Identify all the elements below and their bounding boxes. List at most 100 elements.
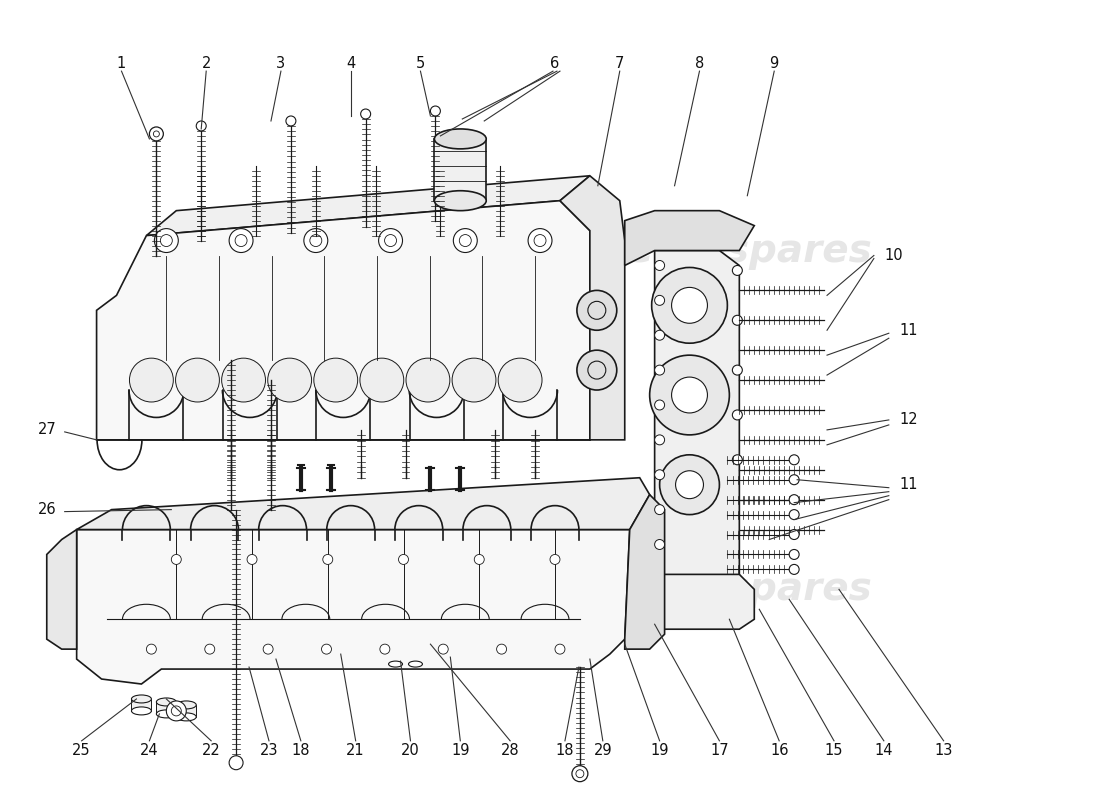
- Circle shape: [498, 358, 542, 402]
- Circle shape: [576, 350, 617, 390]
- Text: 16: 16: [770, 743, 789, 758]
- Text: 3: 3: [276, 56, 286, 70]
- Polygon shape: [77, 530, 629, 684]
- Circle shape: [789, 550, 799, 559]
- Circle shape: [196, 121, 206, 131]
- Circle shape: [322, 554, 333, 565]
- Text: 4: 4: [346, 56, 355, 70]
- Text: 28: 28: [500, 743, 519, 758]
- Circle shape: [314, 358, 358, 402]
- Circle shape: [654, 400, 664, 410]
- Circle shape: [654, 261, 664, 270]
- Circle shape: [789, 565, 799, 574]
- Text: 26: 26: [37, 502, 56, 517]
- Circle shape: [576, 290, 617, 330]
- Polygon shape: [146, 176, 590, 235]
- Polygon shape: [132, 699, 152, 711]
- Text: 8: 8: [695, 56, 704, 70]
- Circle shape: [452, 358, 496, 402]
- Circle shape: [229, 229, 253, 253]
- Polygon shape: [176, 705, 196, 717]
- Circle shape: [572, 766, 587, 782]
- Circle shape: [146, 644, 156, 654]
- Circle shape: [660, 455, 719, 514]
- Polygon shape: [625, 210, 755, 266]
- Circle shape: [672, 287, 707, 323]
- Polygon shape: [654, 250, 739, 594]
- Circle shape: [154, 229, 178, 253]
- Circle shape: [378, 229, 403, 253]
- Ellipse shape: [132, 695, 152, 703]
- Text: 11: 11: [900, 478, 918, 492]
- Text: 20: 20: [402, 743, 420, 758]
- Text: eurospares: eurospares: [626, 231, 872, 270]
- Circle shape: [672, 377, 707, 413]
- Circle shape: [733, 315, 742, 326]
- Circle shape: [733, 455, 742, 465]
- Circle shape: [229, 756, 243, 770]
- Ellipse shape: [408, 661, 422, 667]
- Ellipse shape: [176, 701, 196, 709]
- Circle shape: [321, 644, 331, 654]
- Circle shape: [654, 435, 664, 445]
- Text: 14: 14: [874, 743, 893, 758]
- Circle shape: [438, 644, 448, 654]
- Polygon shape: [625, 574, 755, 630]
- Circle shape: [654, 539, 664, 550]
- Text: 24: 24: [140, 743, 158, 758]
- Text: 25: 25: [73, 743, 91, 758]
- Text: 1: 1: [117, 56, 126, 70]
- Circle shape: [789, 510, 799, 519]
- Circle shape: [172, 554, 182, 565]
- Circle shape: [789, 530, 799, 539]
- Ellipse shape: [388, 661, 403, 667]
- Circle shape: [267, 358, 311, 402]
- Polygon shape: [156, 702, 176, 714]
- Text: 6: 6: [550, 56, 560, 70]
- Text: eurospares: eurospares: [139, 570, 384, 608]
- Circle shape: [733, 410, 742, 420]
- Text: 13: 13: [934, 743, 953, 758]
- Circle shape: [654, 365, 664, 375]
- Circle shape: [789, 455, 799, 465]
- Circle shape: [453, 229, 477, 253]
- Circle shape: [304, 229, 328, 253]
- Polygon shape: [77, 478, 650, 530]
- Text: 12: 12: [900, 413, 918, 427]
- Ellipse shape: [434, 129, 486, 149]
- Text: 21: 21: [346, 743, 365, 758]
- Ellipse shape: [434, 190, 486, 210]
- Circle shape: [654, 470, 664, 480]
- Circle shape: [654, 330, 664, 340]
- Text: eurospares: eurospares: [139, 231, 384, 270]
- Text: 15: 15: [825, 743, 844, 758]
- Circle shape: [474, 554, 484, 565]
- Text: 22: 22: [201, 743, 221, 758]
- Circle shape: [654, 295, 664, 306]
- Polygon shape: [560, 176, 625, 440]
- Circle shape: [550, 554, 560, 565]
- Circle shape: [789, 474, 799, 485]
- Circle shape: [130, 358, 174, 402]
- Circle shape: [221, 358, 265, 402]
- Circle shape: [263, 644, 273, 654]
- Text: 27: 27: [37, 422, 56, 438]
- Text: 9: 9: [770, 56, 779, 70]
- Polygon shape: [625, 494, 664, 649]
- Circle shape: [789, 494, 799, 505]
- Text: 17: 17: [711, 743, 728, 758]
- Polygon shape: [47, 530, 77, 649]
- Text: 19: 19: [650, 743, 669, 758]
- Circle shape: [205, 644, 214, 654]
- Circle shape: [733, 266, 742, 275]
- Text: 7: 7: [615, 56, 625, 70]
- Circle shape: [528, 229, 552, 253]
- Text: 2: 2: [201, 56, 211, 70]
- Ellipse shape: [176, 713, 196, 721]
- Ellipse shape: [156, 698, 176, 706]
- Text: eurospares: eurospares: [626, 570, 872, 608]
- Text: 5: 5: [416, 56, 425, 70]
- Circle shape: [675, 470, 704, 498]
- Circle shape: [166, 701, 186, 721]
- Polygon shape: [434, 139, 486, 201]
